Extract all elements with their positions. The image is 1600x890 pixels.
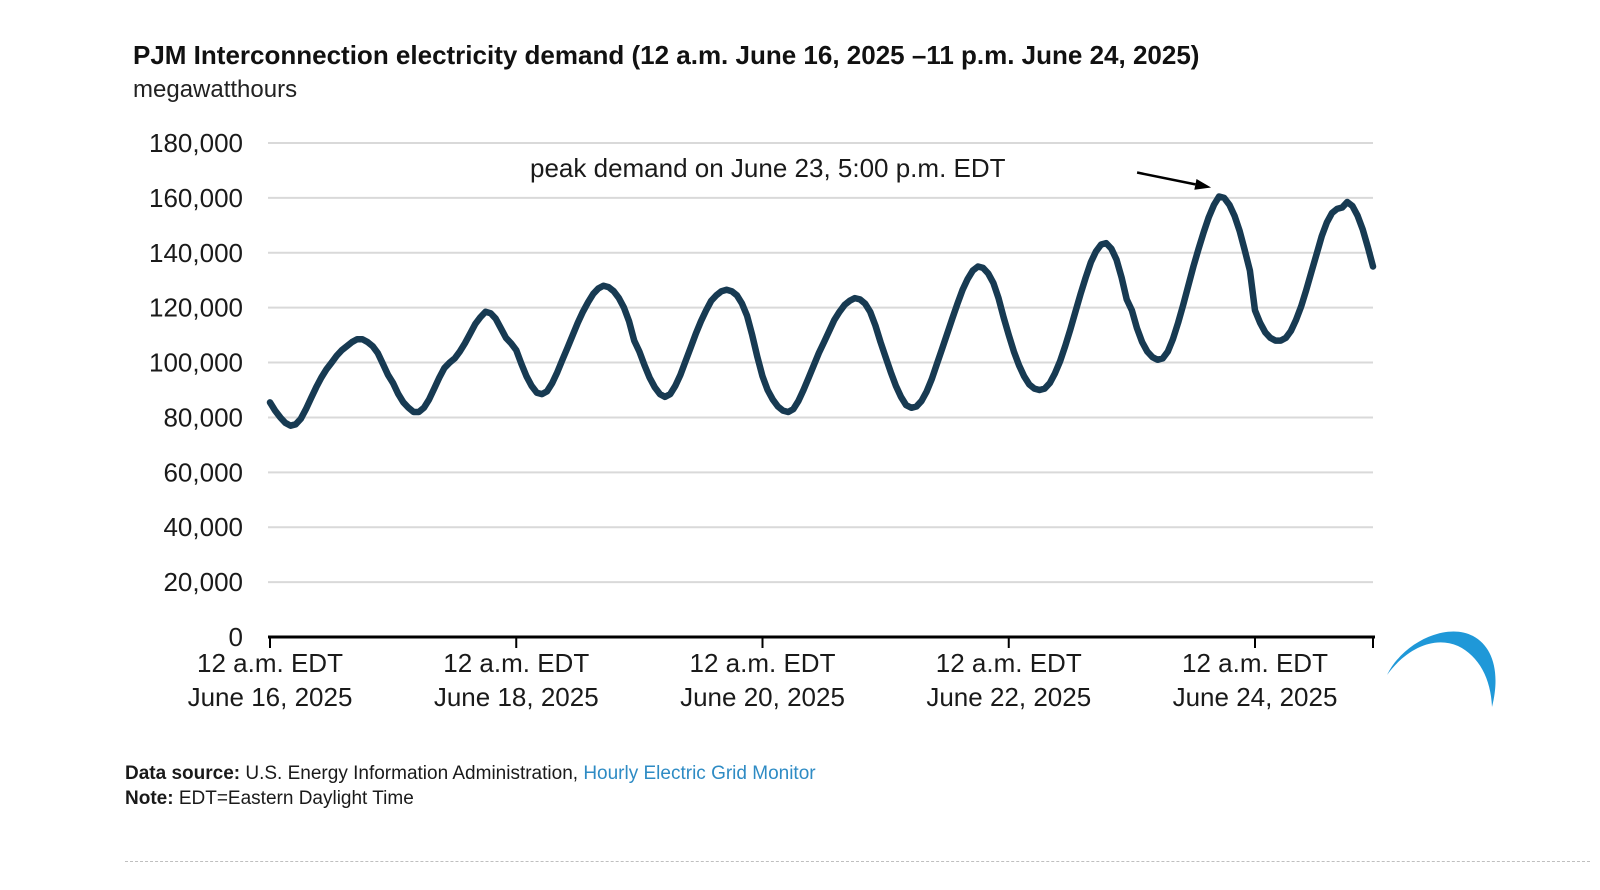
x-axis-tick-label-date: June 24, 2025 — [1173, 682, 1338, 712]
x-axis-tick-label-time: 12 a.m. EDT — [936, 648, 1082, 678]
x-axis-tick-label-date: June 20, 2025 — [680, 682, 845, 712]
x-axis-tick-label-date: June 22, 2025 — [926, 682, 1091, 712]
eia-swoosh-icon — [1387, 631, 1496, 707]
data-source-label: Data source: — [125, 763, 241, 784]
y-axis-tick-label: 60,000 — [163, 457, 243, 487]
y-axis-tick-label: 40,000 — [163, 512, 243, 542]
note-text: EDT=Eastern Daylight Time — [173, 788, 414, 809]
y-axis-tick-label: 180,000 — [149, 128, 243, 158]
bottom-divider — [125, 861, 1590, 862]
x-axis-tick-label-time: 12 a.m. EDT — [197, 648, 343, 678]
note-line: Note: EDT=Eastern Daylight Time — [125, 788, 414, 810]
annotation-arrow-shaft — [1136, 171, 1196, 186]
demand-line-series — [266, 193, 1377, 429]
hourly-electric-grid-monitor-link[interactable]: Hourly Electric Grid Monitor — [583, 763, 816, 784]
y-axis-tick-label: 140,000 — [149, 238, 243, 268]
data-source-line: Data source: U.S. Energy Information Adm… — [125, 763, 816, 785]
y-axis-tick-label: 0 — [229, 622, 243, 652]
x-axis-tick-label-date: June 18, 2025 — [434, 682, 599, 712]
y-axis-tick-label: 100,000 — [149, 348, 243, 378]
y-axis-tick-label: 80,000 — [163, 402, 243, 432]
y-axis-tick-label: 20,000 — [163, 567, 243, 597]
note-label: Note: — [125, 788, 174, 809]
x-axis-tick-label-time: 12 a.m. EDT — [1182, 648, 1328, 678]
x-axis-tick-label-time: 12 a.m. EDT — [443, 648, 589, 678]
y-axis-tick-label: 120,000 — [149, 293, 243, 323]
chart-title: PJM Interconnection electricity demand (… — [133, 40, 1200, 70]
peak-annotation-label: peak demand on June 23, 5:00 p.m. EDT — [530, 153, 1006, 183]
y-axis-tick-label: 160,000 — [149, 183, 243, 213]
annotation-arrow-head — [1194, 178, 1212, 190]
chart-units-label: megawatthours — [133, 76, 298, 103]
eia-logo: eia — [1375, 613, 1515, 728]
x-axis-tick-label-date: June 16, 2025 — [188, 682, 353, 712]
x-axis-tick-label-time: 12 a.m. EDT — [690, 648, 836, 678]
data-source-text: U.S. Energy Information Administration, — [240, 763, 584, 784]
